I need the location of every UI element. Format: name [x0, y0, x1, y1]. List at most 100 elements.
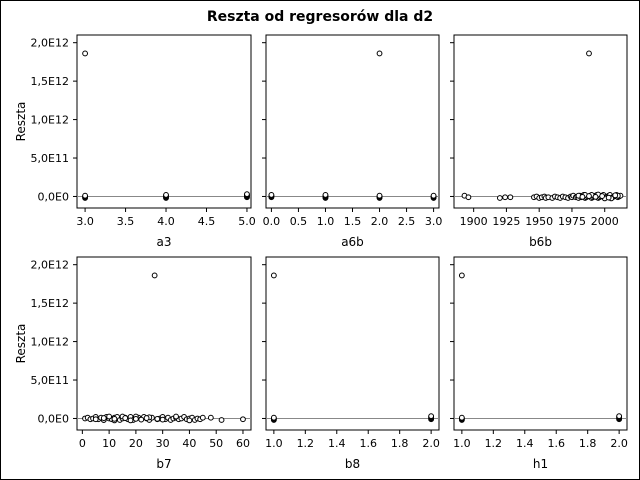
x-tick-label: 2.0	[610, 437, 628, 450]
data-point	[376, 192, 383, 199]
x-tick-label: 3.0	[76, 215, 94, 228]
data-point	[616, 413, 623, 420]
y-tick-label: 1,0E12	[31, 114, 69, 127]
data-point	[207, 414, 214, 421]
x-tick-label: 1.6	[359, 437, 377, 450]
panel-a6b: 0.0 0.5 1.0 1.5 2.0 2.5 3.0 a6b	[262, 34, 443, 249]
x-tick-label: 40	[182, 437, 196, 450]
data-point	[430, 192, 437, 199]
data-point	[502, 194, 509, 201]
chart-title: Reszta od regresorów dla d2	[206, 9, 434, 25]
y-tick-label: 1,5E12	[31, 297, 69, 310]
data-point	[186, 417, 193, 424]
x-tick-label: 1.2	[485, 437, 503, 450]
data-point	[122, 415, 129, 421]
x-tick-label: 60	[236, 437, 250, 450]
x-tick-label: 0	[79, 437, 86, 450]
x-tick-label: 10	[102, 437, 116, 450]
data-point	[586, 193, 592, 199]
data-point	[579, 193, 586, 200]
x-tick-label: 2.5	[398, 215, 416, 228]
data-point	[163, 192, 169, 198]
data-point	[154, 415, 161, 422]
x-tick-label: 1.4	[328, 437, 346, 450]
panel-h1: 1.0 1.2 1.4 1.6 1.8 2.0 h1	[450, 256, 628, 471]
data-point	[199, 414, 206, 421]
x-tick-label: 1.0	[453, 437, 471, 450]
x-tick-label: 30	[156, 437, 170, 450]
y-axis-label: Reszta	[14, 324, 28, 364]
x-tick-label: 5.0	[238, 215, 256, 228]
x-tick-label: 1.8	[391, 437, 409, 450]
panel-b6b: 1900 1925 1950 1975 2000 b6b	[450, 34, 628, 249]
y-tick-label: 2,0E12	[31, 259, 69, 272]
data-point	[599, 193, 605, 199]
y-tick-label: 2,0E12	[31, 37, 69, 50]
x-tick-label: 3.5	[117, 215, 135, 228]
data-point	[270, 414, 277, 421]
x-tick-label: 1900	[460, 215, 488, 228]
data-point	[218, 417, 225, 423]
x-tick-label: 2.0	[422, 437, 440, 450]
y-tick-label: 0,0E0	[38, 190, 69, 203]
data-point	[132, 415, 139, 422]
plot-frame	[265, 256, 440, 431]
plot-frame	[265, 34, 440, 209]
data-point	[92, 416, 99, 423]
data-point	[507, 194, 514, 201]
data-point	[138, 416, 145, 423]
data-point	[458, 272, 465, 279]
data-point	[268, 192, 275, 198]
data-point	[244, 191, 250, 198]
data-point	[240, 416, 246, 423]
panel-a3: 3.0 3.5 4.0 4.5 5.0 0,0E0 5,0E11 1,0E12 1,5E12 2,…	[14, 34, 256, 249]
data-point	[151, 272, 158, 279]
x-tick-label: 1925	[492, 215, 520, 228]
y-tick-label: 1,5E12	[31, 75, 69, 88]
data-point	[100, 415, 107, 421]
plot-frame	[453, 256, 628, 431]
x-tick-label: 3.0	[425, 215, 443, 228]
x-axis-label: b8	[345, 457, 360, 471]
data-point	[127, 417, 134, 424]
x-tick-label: 0.5	[290, 215, 308, 228]
panel-b7: 0 10 20 30 40 50 60 0,0E0 5,0E11 1,0E12 1,5E12 2,0E…	[14, 256, 252, 471]
y-tick-label: 1,0E12	[31, 336, 69, 349]
data-point	[612, 192, 619, 199]
x-axis-label: b7	[156, 457, 171, 471]
data-point	[465, 194, 472, 201]
data-point	[82, 192, 88, 199]
data-point	[111, 415, 118, 422]
x-tick-label: 0.0	[263, 215, 281, 228]
x-tick-label: 1.6	[547, 437, 565, 450]
data-point	[173, 413, 179, 420]
data-point	[428, 413, 435, 420]
y-tick-label: 5,0E11	[31, 374, 69, 387]
data-point	[143, 415, 150, 421]
data-point	[106, 413, 113, 420]
data-point	[376, 50, 383, 57]
x-tick-label: 1.0	[265, 437, 283, 450]
x-tick-label: 50	[209, 437, 223, 450]
y-tick-label: 0,0E0	[38, 412, 69, 425]
x-axis-label: a6b	[341, 235, 364, 249]
data-point	[592, 193, 599, 200]
data-point	[458, 414, 465, 421]
x-axis-label: b6b	[529, 235, 552, 249]
data-point	[586, 50, 592, 57]
x-tick-label: 1.8	[579, 437, 597, 450]
panel-b8: 1.0 1.2 1.4 1.6 1.8 2.0 b8	[262, 256, 440, 471]
y-axis-label: Reszta	[14, 102, 28, 142]
plot-frame	[453, 34, 628, 209]
data-point	[270, 272, 277, 279]
plot-frame	[76, 256, 252, 431]
data-point	[605, 194, 612, 201]
x-tick-label: 1.2	[297, 437, 315, 450]
data-point	[159, 416, 166, 423]
y-tick-label: 5,0E11	[31, 152, 69, 165]
x-tick-label: 4.0	[157, 215, 175, 228]
x-tick-label: 1.5	[344, 215, 362, 228]
x-tick-label: 2000	[591, 215, 619, 228]
